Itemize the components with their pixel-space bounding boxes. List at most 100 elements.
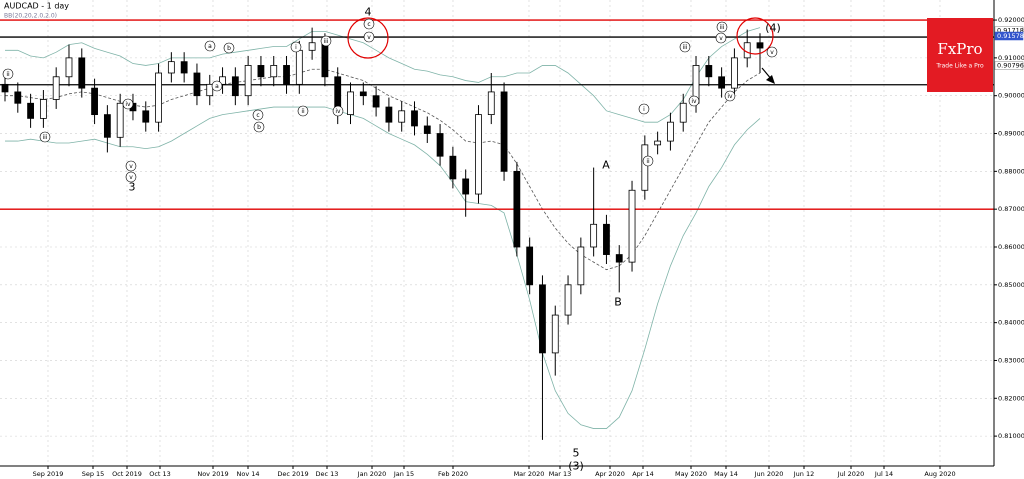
x-tick-label: Jan 15 <box>393 470 414 478</box>
wave-label: iii <box>42 134 47 141</box>
candle-body <box>423 125 431 134</box>
wave-circle <box>253 121 265 133</box>
candle-body <box>641 144 649 191</box>
candle-body <box>436 133 444 157</box>
bollinger-band <box>5 106 761 429</box>
candle-body <box>577 246 585 286</box>
y-tick-label: 0.88000 <box>998 167 1024 175</box>
candle-body <box>462 178 470 195</box>
candle-body <box>500 91 508 172</box>
candle-body <box>731 57 738 89</box>
candle-body <box>270 65 278 78</box>
candle-body <box>103 114 111 138</box>
wave-circle <box>252 109 264 121</box>
y-tick-label: 0.83000 <box>998 356 1024 364</box>
x-tick-label: Oct 2019 <box>112 470 142 478</box>
wave-circle <box>638 103 650 115</box>
x-tick-label: Dec 13 <box>316 470 339 478</box>
wave-circle <box>332 105 344 117</box>
wave-circle <box>122 98 134 110</box>
candle-body <box>219 76 226 85</box>
wave-label: 3 <box>129 181 136 194</box>
wave-label: v <box>367 34 371 41</box>
x-tick-label: Jan 2020 <box>357 470 387 478</box>
highlight-circle <box>736 17 774 55</box>
candle-body <box>756 42 764 49</box>
candle-body <box>628 189 636 263</box>
wave-circle <box>297 105 309 117</box>
x-tick-label: Apr 14 <box>632 470 654 478</box>
wave-circle <box>715 32 727 44</box>
wave-circle <box>716 21 728 33</box>
candle-body <box>27 102 34 119</box>
price-label: 0.91718 <box>997 27 1024 35</box>
candle-body <box>705 65 713 78</box>
wave-circle <box>363 31 375 43</box>
wave-label: A <box>602 159 610 172</box>
wave-label: iv <box>335 108 341 115</box>
candle-body <box>244 65 252 97</box>
candle-body <box>615 254 623 263</box>
candle-body <box>372 95 380 108</box>
x-tick-label: Jun 2020 <box>754 470 784 478</box>
wave-label: iv <box>125 101 131 108</box>
candle-body <box>155 72 162 123</box>
wave-label: v <box>719 35 723 42</box>
wave-circle <box>2 68 14 80</box>
arrow-head <box>766 75 775 84</box>
logo-name: FxPro <box>937 40 982 58</box>
wave-label: (3) <box>568 460 584 473</box>
price-label: 0.90796 <box>997 62 1024 70</box>
wave-label: v <box>129 174 133 181</box>
wave-circle <box>724 90 736 102</box>
candle-body <box>116 102 124 138</box>
y-tick-label: 0.89000 <box>998 130 1024 138</box>
x-tick-label: Apr 2020 <box>595 470 625 478</box>
wave-label: v <box>129 163 133 170</box>
wave-circle <box>223 42 235 54</box>
wave-label: iii <box>682 44 687 51</box>
wave-label: ii <box>6 71 10 78</box>
x-tick-label: Jun 12 <box>793 470 815 478</box>
candle-body <box>654 140 662 146</box>
candle-body <box>321 42 329 78</box>
wave-label: B <box>614 296 622 309</box>
wave-circle <box>290 41 302 53</box>
bollinger-band <box>5 27 761 123</box>
x-tick-label: Oct 13 <box>149 470 171 478</box>
candle-body <box>78 57 86 89</box>
wave-label: b <box>227 45 231 52</box>
y-tick-label: 0.84000 <box>998 319 1024 327</box>
x-tick-label: Sep 2019 <box>33 470 64 478</box>
candle-body <box>52 76 60 100</box>
x-tick-label: Aug 2020 <box>924 470 955 478</box>
candle-body <box>167 61 175 74</box>
x-tick-label: May 2020 <box>675 470 707 478</box>
wave-circle <box>320 35 332 47</box>
candle-body <box>295 49 303 85</box>
wave-circle <box>125 160 137 172</box>
candle-body <box>487 91 495 116</box>
wave-label: a <box>208 43 212 50</box>
candle-body <box>359 91 367 97</box>
y-tick-label: 0.87000 <box>998 205 1024 213</box>
x-tick-label: Nov 14 <box>236 470 259 478</box>
chart-title: AUDCAD - 1 day <box>4 2 69 11</box>
candle-body <box>142 110 150 123</box>
indicator-label: BB(20,20,2.0,2.0) <box>4 13 57 20</box>
x-tick-label: Jul 14 <box>874 470 893 478</box>
wave-label: c <box>256 112 259 119</box>
candle-body <box>257 65 265 78</box>
candle-body <box>667 121 674 142</box>
candle-body <box>308 42 316 51</box>
y-tick-label: 0.86000 <box>998 243 1024 251</box>
wave-circle <box>766 46 778 58</box>
wave-label: 5 <box>573 447 580 460</box>
highlight-circle <box>347 17 389 59</box>
y-tick-label: 0.91000 <box>998 54 1024 62</box>
wave-label: v <box>770 49 774 56</box>
candle-body <box>283 65 290 85</box>
candle-body <box>411 110 418 127</box>
candle-body <box>65 57 73 78</box>
